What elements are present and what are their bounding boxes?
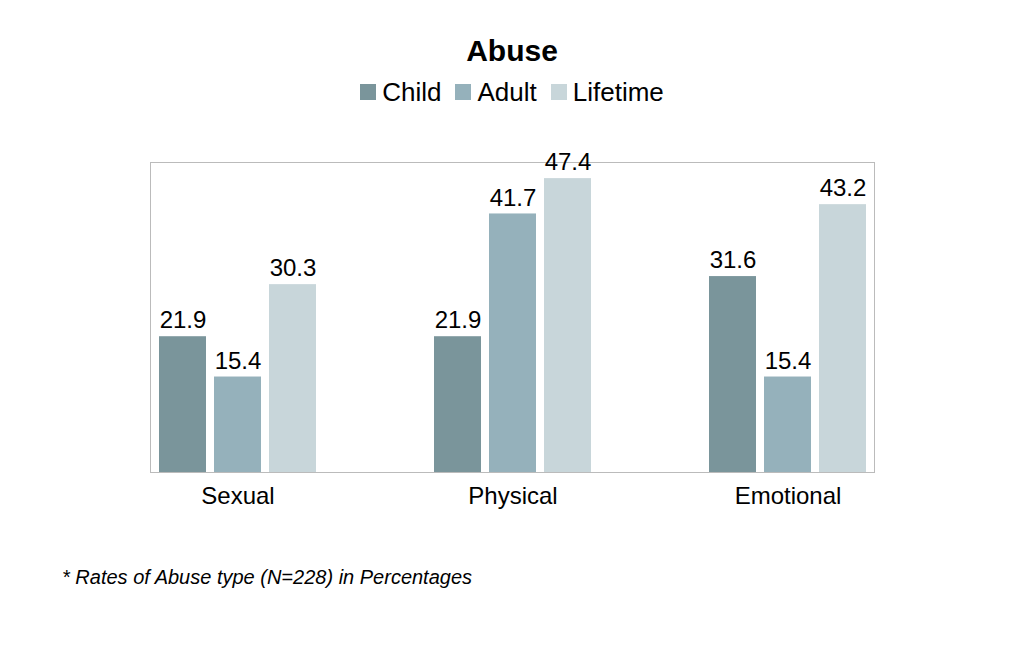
svg-text:Sexual: Sexual [201, 482, 274, 509]
svg-text:43.2: 43.2 [820, 174, 867, 201]
svg-text:41.7: 41.7 [490, 184, 537, 211]
html-text:Lifetime: Lifetime [572, 76, 664, 107]
svg-text:Emotional: Emotional [735, 482, 842, 509]
svg-text:15.4: 15.4 [215, 347, 262, 374]
html-text:Adult: Adult [477, 76, 537, 107]
svg-text:15.4: 15.4 [765, 347, 812, 374]
svg-text:21.9: 21.9 [160, 306, 207, 333]
html-text:* Rates of Abuse type (N=228): * Rates of Abuse type (N=228) in Percent… [62, 566, 473, 588]
svg-text:47.4: 47.4 [545, 148, 592, 175]
svg-text:21.9: 21.9 [435, 306, 482, 333]
html-text:Child: Child [382, 76, 442, 107]
svg-text:Physical: Physical [468, 482, 557, 509]
svg-text:31.6: 31.6 [710, 246, 757, 273]
html-text:Abuse: Abuse [466, 34, 558, 67]
svg-text:30.3: 30.3 [270, 254, 317, 281]
